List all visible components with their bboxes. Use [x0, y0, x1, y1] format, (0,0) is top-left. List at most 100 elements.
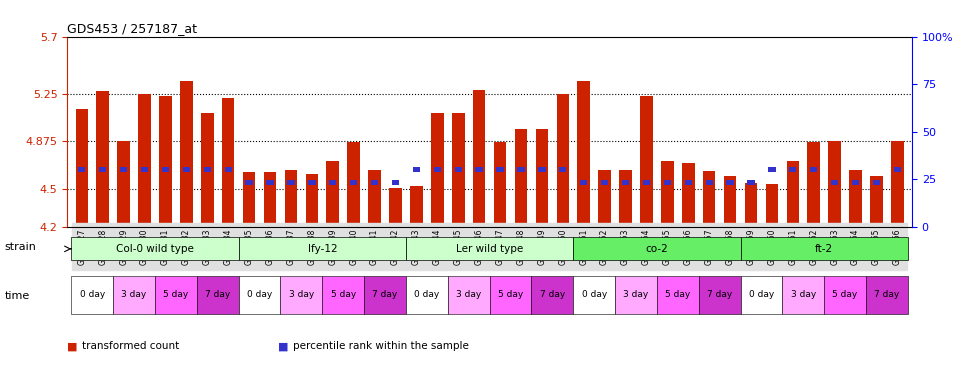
- Bar: [76, 109, 88, 227]
- Bar: [643, 180, 650, 185]
- Bar: [622, 180, 629, 185]
- Text: 0 day: 0 day: [749, 290, 774, 299]
- Bar: [496, 167, 504, 172]
- FancyBboxPatch shape: [490, 276, 532, 314]
- FancyBboxPatch shape: [239, 238, 406, 261]
- FancyBboxPatch shape: [323, 276, 364, 314]
- Bar: [724, 176, 736, 227]
- FancyBboxPatch shape: [740, 238, 908, 261]
- Bar: [766, 184, 779, 227]
- Text: 7 day: 7 day: [372, 290, 397, 299]
- Text: 0 day: 0 day: [582, 290, 607, 299]
- Bar: [389, 188, 402, 227]
- Bar: [392, 180, 399, 185]
- Bar: [536, 129, 548, 227]
- FancyBboxPatch shape: [364, 276, 406, 314]
- Text: strain: strain: [5, 242, 36, 252]
- Bar: [580, 180, 588, 185]
- Bar: [768, 167, 776, 172]
- Text: 5 day: 5 day: [330, 290, 356, 299]
- Bar: [243, 172, 255, 227]
- Text: 5 day: 5 day: [498, 290, 523, 299]
- Bar: [828, 141, 841, 227]
- FancyBboxPatch shape: [406, 238, 573, 261]
- FancyBboxPatch shape: [239, 276, 280, 314]
- Bar: [285, 170, 298, 227]
- Bar: [246, 180, 252, 185]
- Bar: [577, 81, 590, 227]
- Text: Col-0 wild type: Col-0 wild type: [116, 244, 194, 254]
- Text: time: time: [5, 291, 30, 302]
- Bar: [162, 167, 169, 172]
- FancyBboxPatch shape: [657, 276, 699, 314]
- Bar: [810, 167, 817, 172]
- Text: 0 day: 0 day: [247, 290, 273, 299]
- Bar: [559, 167, 566, 172]
- Bar: [786, 161, 799, 227]
- Bar: [475, 167, 483, 172]
- FancyBboxPatch shape: [573, 238, 740, 261]
- Bar: [747, 180, 755, 185]
- Bar: [182, 167, 190, 172]
- FancyBboxPatch shape: [447, 276, 490, 314]
- Bar: [78, 167, 85, 172]
- Bar: [557, 94, 569, 227]
- FancyBboxPatch shape: [573, 276, 615, 314]
- Bar: [117, 141, 130, 227]
- FancyBboxPatch shape: [406, 276, 447, 314]
- Text: 3 day: 3 day: [623, 290, 649, 299]
- Bar: [266, 180, 274, 185]
- Bar: [807, 142, 820, 227]
- Text: ■: ■: [67, 341, 78, 351]
- Bar: [350, 180, 357, 185]
- Bar: [369, 170, 381, 227]
- Text: 5 day: 5 day: [163, 290, 188, 299]
- Bar: [894, 167, 901, 172]
- Text: 7 day: 7 day: [205, 290, 230, 299]
- Bar: [493, 142, 506, 227]
- Bar: [225, 167, 232, 172]
- Bar: [789, 167, 797, 172]
- FancyBboxPatch shape: [615, 276, 657, 314]
- Bar: [601, 180, 609, 185]
- Bar: [452, 113, 465, 227]
- Text: 7 day: 7 day: [540, 290, 564, 299]
- Bar: [204, 167, 211, 172]
- Bar: [745, 183, 757, 227]
- Text: 3 day: 3 day: [456, 290, 481, 299]
- FancyBboxPatch shape: [825, 276, 866, 314]
- FancyBboxPatch shape: [113, 276, 155, 314]
- Bar: [180, 81, 193, 227]
- Bar: [870, 176, 883, 227]
- Bar: [515, 129, 527, 227]
- Bar: [619, 170, 632, 227]
- Bar: [326, 161, 339, 227]
- Bar: [96, 91, 109, 227]
- Text: 0 day: 0 day: [80, 290, 105, 299]
- FancyBboxPatch shape: [155, 276, 197, 314]
- Text: 7 day: 7 day: [875, 290, 900, 299]
- FancyBboxPatch shape: [532, 276, 573, 314]
- Bar: [663, 180, 671, 185]
- Bar: [873, 180, 880, 185]
- FancyBboxPatch shape: [740, 276, 782, 314]
- Text: 3 day: 3 day: [122, 290, 147, 299]
- Bar: [598, 170, 611, 227]
- Bar: [661, 161, 674, 227]
- Bar: [287, 180, 295, 185]
- Bar: [539, 167, 545, 172]
- FancyBboxPatch shape: [699, 276, 740, 314]
- Bar: [413, 167, 420, 172]
- Text: 5 day: 5 day: [832, 290, 857, 299]
- Bar: [473, 90, 486, 227]
- Text: 3 day: 3 day: [791, 290, 816, 299]
- FancyBboxPatch shape: [866, 276, 908, 314]
- Bar: [138, 94, 151, 227]
- Bar: [434, 167, 441, 172]
- Text: GDS453 / 257187_at: GDS453 / 257187_at: [67, 22, 197, 36]
- Bar: [682, 164, 694, 227]
- Bar: [431, 113, 444, 227]
- Text: transformed count: transformed count: [82, 341, 179, 351]
- Bar: [517, 167, 524, 172]
- Text: ft-2: ft-2: [815, 244, 833, 254]
